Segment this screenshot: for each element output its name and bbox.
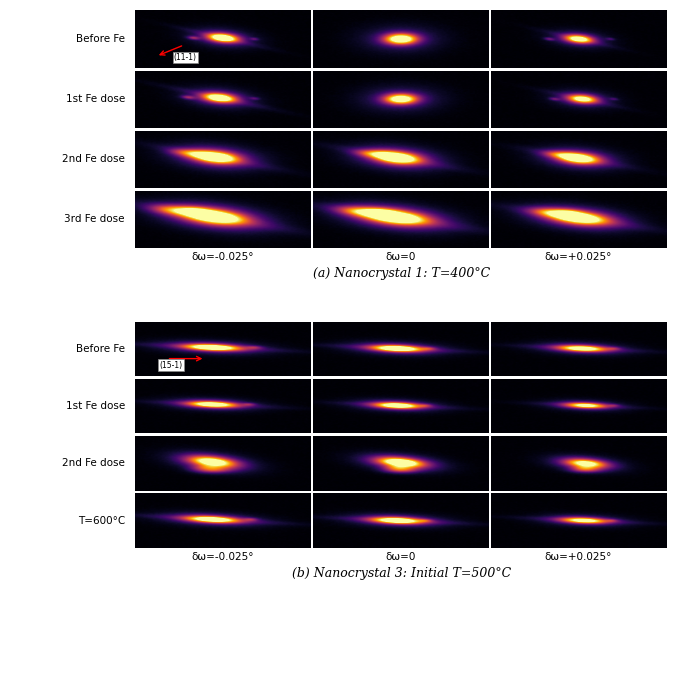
Text: δω=-0.025°: δω=-0.025° (192, 552, 254, 561)
Text: T=600°C: T=600°C (78, 516, 125, 526)
Text: (b) Nanocrystal 3: Initial T=500°C: (b) Nanocrystal 3: Initial T=500°C (292, 567, 511, 580)
Text: δω=0: δω=0 (385, 552, 416, 561)
Text: δω=+0.025°: δω=+0.025° (545, 552, 612, 561)
Text: Before Fe: Before Fe (76, 34, 125, 44)
Text: 1st Fe dose: 1st Fe dose (65, 94, 125, 104)
Text: δω=+0.025°: δω=+0.025° (545, 252, 612, 261)
Text: δω=0: δω=0 (385, 252, 416, 261)
Text: (15-1): (15-1) (159, 361, 183, 370)
Text: δω=-0.025°: δω=-0.025° (192, 252, 254, 261)
Text: (11-1): (11-1) (173, 53, 196, 62)
Text: 2nd Fe dose: 2nd Fe dose (62, 154, 125, 164)
Text: (a) Nanocrystal 1: T=400°C: (a) Nanocrystal 1: T=400°C (313, 267, 490, 280)
Text: 3rd Fe dose: 3rd Fe dose (64, 215, 125, 224)
Text: 1st Fe dose: 1st Fe dose (65, 401, 125, 411)
Text: Before Fe: Before Fe (76, 344, 125, 354)
Text: 2nd Fe dose: 2nd Fe dose (62, 459, 125, 468)
